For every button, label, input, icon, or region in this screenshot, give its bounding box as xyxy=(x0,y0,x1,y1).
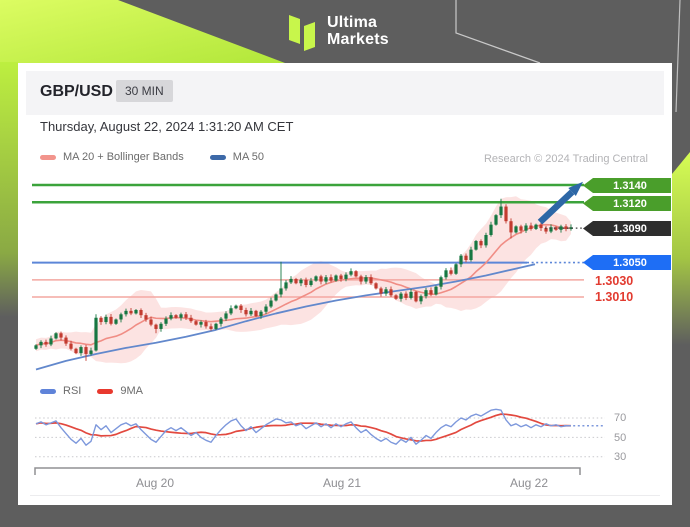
legend-rsi: RSI xyxy=(40,385,81,397)
hex-outline-line xyxy=(455,0,541,64)
price-tag-resistance-1: 1.3120 xyxy=(583,196,671,211)
report-card: GBP/USD 30 MIN Thursday, August 22, 2024… xyxy=(18,63,672,505)
logo-text: Ultima Markets xyxy=(327,14,389,48)
ma9-dash-icon xyxy=(97,388,114,394)
main-chart-legend: MA 20 + Bollinger Bands MA 50 xyxy=(40,151,290,163)
ma50-label: MA 50 xyxy=(232,151,264,163)
rsi-dash-icon xyxy=(40,388,56,394)
price-level-red-1: 1.3030 xyxy=(595,274,634,288)
ma9-label: 9MA xyxy=(120,385,143,397)
research-credit: Research © 2024 Trading Central xyxy=(483,153,648,165)
rsi-axis-label-70: 70 xyxy=(614,412,627,424)
rsi-axis-label-50: 50 xyxy=(614,432,627,444)
ultima-markets-logo: Ultima Markets xyxy=(287,11,389,57)
price-level-red-2: 1.3010 xyxy=(595,290,634,304)
x-axis-label-aug21: Aug 21 xyxy=(322,476,362,490)
lime-shape-right xyxy=(672,152,690,345)
main-chart-canvas xyxy=(32,181,585,371)
lime-strip-left xyxy=(0,62,18,317)
rsi-legend: RSI 9MA xyxy=(40,385,169,397)
hex-outline-line-right xyxy=(675,0,681,113)
timeframe-badge: 30 MIN xyxy=(116,80,173,102)
bollinger-dash-icon xyxy=(40,154,56,160)
rsi-axis-label-30: 30 xyxy=(614,451,627,463)
bollinger-label: MA 20 + Bollinger Bands xyxy=(63,151,184,163)
price-tag-current: 1.3090 xyxy=(583,221,671,236)
x-axis-bracket xyxy=(34,467,581,475)
ultima-markets-logo-icon xyxy=(289,15,315,51)
ma50-dash-icon xyxy=(209,154,226,160)
rsi-chart-canvas xyxy=(35,408,605,458)
logo-line1: Ultima xyxy=(327,14,378,31)
lime-triangle-top-left xyxy=(0,0,285,63)
legend-bollinger: MA 20 + Bollinger Bands xyxy=(40,151,184,163)
price-tag-resistance-2: 1.3140 xyxy=(583,178,671,193)
timestamp: Thursday, August 22, 2024 1:31:20 AM CET xyxy=(40,119,294,134)
symbol-title: GBP/USD xyxy=(40,83,113,100)
price-tag-support: 1.3050 xyxy=(583,255,671,270)
legend-9ma: 9MA xyxy=(97,385,143,397)
x-axis-label-aug20: Aug 20 xyxy=(135,476,175,490)
card-bottom-divider xyxy=(30,495,660,496)
legend-ma50: MA 50 xyxy=(209,151,264,163)
x-axis-label-aug22: Aug 22 xyxy=(509,476,549,490)
logo-line2: Markets xyxy=(327,31,389,48)
rsi-label: RSI xyxy=(63,385,82,397)
